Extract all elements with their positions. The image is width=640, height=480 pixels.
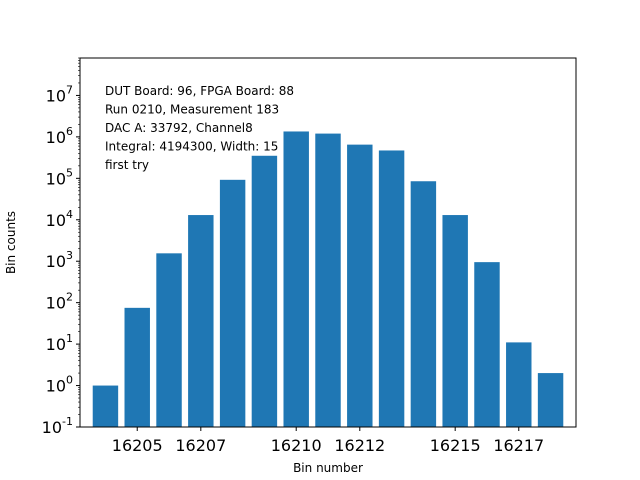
annotation-line: Integral: 4194300, Width: 15 [105, 140, 278, 154]
x-tick-label: 16210 [271, 436, 322, 455]
x-tick-label: 16207 [175, 436, 226, 455]
bar [474, 262, 500, 427]
y-tick-label: 107 [46, 83, 73, 105]
bar [156, 253, 182, 427]
x-axis-ticks: 16205 16207 16210 16212 16215 16217 [112, 427, 544, 455]
x-tick-label: 16217 [493, 436, 544, 455]
y-axis-ticks: 10-1 100 101 102 103 104 105 106 107 [42, 57, 80, 437]
annotation-line: first try [105, 158, 149, 172]
y-tick-label: 104 [46, 208, 73, 230]
run-info-annotation: DUT Board: 96, FPGA Board: 88 Run 0210, M… [105, 84, 294, 172]
plot-frame [79, 57, 577, 428]
annotation-line: Run 0210, Measurement 183 [105, 103, 279, 117]
bar [378, 150, 405, 427]
bar [347, 144, 373, 427]
bar [283, 131, 309, 427]
bar [506, 342, 532, 427]
x-tick-label: 16205 [112, 436, 163, 455]
bar [188, 215, 214, 427]
y-tick-label: 106 [46, 125, 73, 147]
bar [124, 307, 150, 427]
annotation-line: DUT Board: 96, FPGA Board: 88 [105, 84, 294, 98]
y-tick-label: 101 [46, 332, 73, 354]
x-tick-label: 16215 [430, 436, 481, 455]
x-axis-label: Bin number [293, 461, 363, 475]
bar [410, 181, 437, 427]
bar [315, 133, 341, 427]
bar [92, 385, 119, 427]
bar [442, 215, 468, 427]
y-tick-label: 105 [46, 166, 73, 188]
y-tick-label: 10-1 [42, 415, 73, 437]
bars-group [92, 131, 564, 427]
y-tick-label: 103 [46, 249, 73, 271]
bar [219, 179, 246, 427]
bar [251, 155, 278, 427]
bar [537, 373, 564, 427]
y-tick-label: 102 [46, 291, 73, 313]
annotation-line: DAC A: 33792, Channel8 [105, 121, 253, 135]
y-axis-label: Bin counts [4, 211, 18, 274]
x-tick-label: 16212 [334, 436, 385, 455]
y-tick-label: 100 [46, 374, 73, 396]
